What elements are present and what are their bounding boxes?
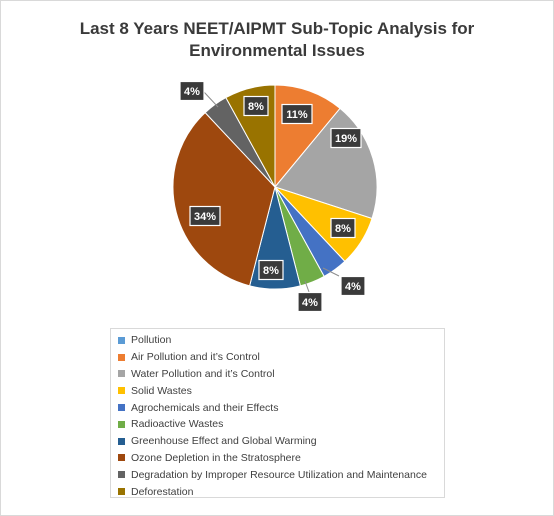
data-label-text: 8% <box>263 265 279 277</box>
legend-swatch <box>118 336 125 344</box>
legend-label: Air Pollution and it’s Control <box>131 351 260 364</box>
data-label-text: 19% <box>335 133 357 145</box>
data-label-text: 34% <box>194 211 216 223</box>
legend-swatch <box>118 454 125 462</box>
data-label-text: 8% <box>248 101 264 113</box>
legend-label: Ozone Depletion in the Stratosphere <box>131 451 301 464</box>
chart-title: Last 8 Years NEET/AIPMT Sub-Topic Analys… <box>0 18 554 62</box>
data-label-8: 4% <box>179 80 205 102</box>
legend-item-1: Air Pollution and it’s Control <box>118 349 444 366</box>
legend-item-5: Radioactive Wastes <box>118 416 444 433</box>
chart-legend: Pollution Air Pollution and it’s Control W… <box>110 328 445 498</box>
data-label-text: 11% <box>286 109 308 121</box>
pie-slice-7 <box>172 111 276 287</box>
leader-line-5 <box>304 280 310 293</box>
leader-line-8 <box>203 91 219 108</box>
data-label-2: 19% <box>330 127 362 149</box>
legend-item-6: Greenhouse Effect and Global Warming <box>118 433 444 450</box>
legend-item-2: Water Pollution and it’s Control <box>118 366 444 383</box>
legend-label: Pollution <box>131 334 172 347</box>
legend-swatch <box>118 387 125 395</box>
legend-label: Radioactive Wastes <box>131 418 224 431</box>
legend-item-8: Degradation by Improper Resource Utiliza… <box>118 466 444 483</box>
data-label-text: 8% <box>335 223 351 235</box>
data-label-box <box>189 205 221 227</box>
legend-swatch <box>118 404 125 412</box>
leader-line-4 <box>322 267 340 277</box>
data-label-5: 4% <box>297 291 323 313</box>
legend-label: Water Pollution and it’s Control <box>131 367 275 380</box>
data-label-box <box>281 103 313 125</box>
data-label-3: 8% <box>330 217 356 239</box>
legend-label: Solid Wastes <box>131 384 192 397</box>
legend-label: Degradation by Improper Resource Utiliza… <box>131 468 427 481</box>
legend-item-0: Pollution <box>118 332 444 349</box>
legend-item-4: Agrochemicals and their Effects <box>118 399 444 416</box>
data-label-box <box>243 95 269 117</box>
data-label-7: 34% <box>189 205 221 227</box>
legend-swatch <box>118 488 125 496</box>
data-label-9: 8% <box>243 95 269 117</box>
legend-swatch <box>118 420 125 428</box>
legend-label: Deforestation <box>131 485 194 498</box>
chart-title-line-2: Environmental Issues <box>189 41 365 60</box>
data-label-text: 4% <box>345 281 361 293</box>
legend-swatch <box>118 370 125 378</box>
data-label-4: 4% <box>340 275 366 297</box>
legend-swatch <box>118 437 125 445</box>
data-label-box <box>330 127 362 149</box>
legend-item-9: Deforestation <box>118 483 444 500</box>
data-label-text: 4% <box>184 86 200 98</box>
data-label-1: 11% <box>281 103 313 125</box>
data-label-box <box>258 259 284 281</box>
data-label-6: 8% <box>258 259 284 281</box>
chart-title-line-1: Last 8 Years NEET/AIPMT Sub-Topic Analys… <box>79 19 475 38</box>
legend-item-3: Solid Wastes <box>118 382 444 399</box>
data-label-text: 4% <box>302 297 318 309</box>
legend-label: Greenhouse Effect and Global Warming <box>131 435 317 448</box>
data-label-box <box>330 217 356 239</box>
data-label-box <box>340 275 366 297</box>
data-label-box <box>179 80 205 102</box>
legend-swatch <box>118 471 125 479</box>
data-label-box <box>297 291 323 313</box>
legend-label: Agrochemicals and their Effects <box>131 401 279 414</box>
legend-swatch <box>118 353 125 361</box>
legend-item-7: Ozone Depletion in the Stratosphere <box>118 450 444 467</box>
